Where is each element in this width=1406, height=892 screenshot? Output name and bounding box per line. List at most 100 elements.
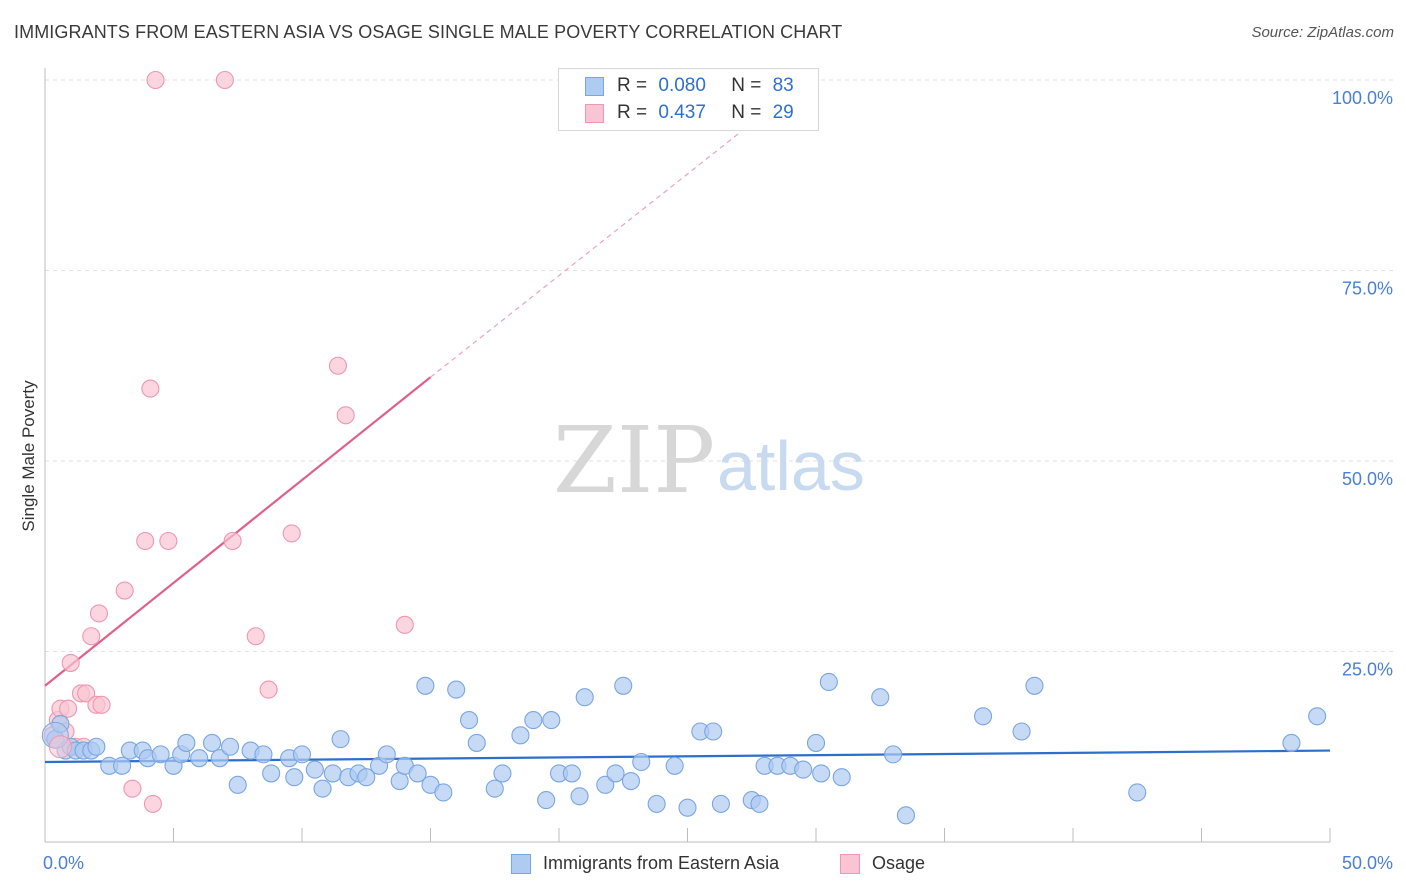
- point-eastern-asia: [570, 787, 589, 806]
- point-eastern-asia: [678, 798, 697, 817]
- point-eastern-asia: [665, 756, 684, 775]
- point-osage: [89, 604, 109, 623]
- trend-line-eastern-asia: [44, 749, 1331, 764]
- watermark-zip: ZIP: [553, 407, 715, 514]
- chart-title: IMMIGRANTS FROM EASTERN ASIA VS OSAGE SI…: [14, 22, 843, 42]
- point-eastern-asia: [1308, 707, 1327, 726]
- legend-label: Osage: [872, 853, 926, 873]
- legend-swatch-pink: [840, 854, 860, 874]
- legend-n-label: N =: [731, 75, 762, 96]
- point-eastern-asia: [542, 711, 561, 730]
- point-eastern-asia: [1012, 722, 1031, 741]
- point-eastern-asia: [794, 760, 813, 779]
- point-eastern-asia: [614, 676, 633, 695]
- point-eastern-asia: [647, 794, 666, 813]
- y-tick-labels: 100.0% 75.0% 50.0% 25.0%: [1332, 88, 1393, 680]
- point-eastern-asia: [524, 711, 543, 730]
- point-osage: [282, 524, 301, 543]
- point-eastern-asia: [812, 764, 831, 783]
- point-eastern-asia: [434, 783, 453, 802]
- point-osage: [146, 70, 165, 90]
- point-eastern-asia: [87, 737, 106, 756]
- point-eastern-asia: [575, 688, 594, 707]
- point-eastern-asia: [323, 764, 342, 783]
- point-eastern-asia: [493, 764, 512, 783]
- trend-line-osage-extension: [430, 132, 740, 378]
- point-eastern-asia: [537, 791, 556, 810]
- trend-line-osage: [44, 376, 432, 687]
- point-eastern-asia: [305, 760, 324, 779]
- point-eastern-asia: [806, 733, 826, 752]
- point-eastern-asia: [331, 730, 350, 749]
- point-eastern-asia: [832, 768, 851, 787]
- x-tick-labels: 0.0% 50.0%: [43, 853, 1393, 873]
- point-osage: [77, 684, 96, 703]
- point-eastern-asia: [390, 771, 409, 791]
- point-osage: [92, 695, 111, 714]
- legend-label: Immigrants from Eastern Asia: [543, 853, 780, 873]
- point-eastern-asia: [562, 764, 581, 783]
- point-eastern-asia: [1282, 733, 1301, 752]
- point-eastern-asia: [220, 737, 240, 756]
- x-tick-label: 0.0%: [43, 853, 84, 873]
- point-eastern-asia: [884, 745, 903, 764]
- correlation-legend: R = 0.080 N = 83 R = 0.437 N = 29: [558, 68, 819, 131]
- legend-r-value: 0.080: [658, 75, 706, 96]
- point-osage: [59, 699, 78, 718]
- point-eastern-asia: [210, 749, 229, 768]
- point-eastern-asia: [819, 672, 838, 692]
- point-eastern-asia: [1025, 676, 1044, 695]
- point-eastern-asia: [621, 771, 641, 791]
- legend-r-label: R =: [617, 75, 648, 96]
- watermark-atlas: atlas: [717, 427, 865, 505]
- point-eastern-asia: [357, 768, 376, 787]
- point-eastern-asia: [596, 775, 615, 794]
- legend-swatch-pink: [585, 104, 604, 123]
- point-eastern-asia: [871, 688, 890, 707]
- legend-n-value: 29: [772, 102, 794, 123]
- point-osage: [259, 680, 278, 699]
- legend-swatch-blue: [511, 854, 531, 874]
- x-tick-label: 50.0%: [1342, 853, 1393, 873]
- y-tick-label: 75.0%: [1342, 279, 1393, 299]
- point-eastern-asia: [459, 711, 479, 730]
- point-osage: [336, 406, 355, 425]
- point-eastern-asia: [632, 752, 651, 772]
- y-axis-label: Single Male Poverty: [19, 380, 38, 532]
- data-points: [41, 70, 1327, 825]
- point-osage: [143, 794, 162, 813]
- watermark: ZIP atlas: [553, 407, 865, 514]
- point-eastern-asia: [262, 764, 281, 783]
- legend-r-label: R =: [617, 102, 648, 123]
- point-eastern-asia: [285, 768, 304, 787]
- y-tick-label: 50.0%: [1342, 469, 1393, 489]
- point-eastern-asia: [190, 749, 209, 768]
- point-eastern-asia: [896, 806, 916, 825]
- legend-r-value: 0.437: [658, 102, 706, 123]
- point-osage: [328, 356, 348, 375]
- point-eastern-asia: [254, 745, 273, 764]
- point-eastern-asia: [113, 756, 132, 775]
- legend-swatch-blue: [585, 77, 604, 96]
- point-eastern-asia: [203, 733, 222, 752]
- source-label: Source: ZipAtlas.com: [1251, 24, 1394, 41]
- point-osage: [136, 531, 155, 551]
- point-eastern-asia: [511, 726, 530, 745]
- point-eastern-asia: [408, 764, 427, 783]
- y-tick-label: 25.0%: [1342, 660, 1393, 680]
- point-eastern-asia: [467, 733, 486, 752]
- point-eastern-asia: [1128, 783, 1147, 802]
- legend-n-label: N =: [731, 102, 762, 123]
- y-tick-label: 100.0%: [1332, 88, 1393, 108]
- point-eastern-asia: [606, 764, 625, 783]
- point-eastern-asia: [704, 722, 723, 741]
- point-osage: [159, 531, 178, 551]
- point-osage: [115, 581, 134, 600]
- point-eastern-asia: [292, 745, 312, 764]
- point-osage: [223, 531, 242, 551]
- point-eastern-asia: [416, 676, 435, 695]
- point-osage: [246, 627, 265, 646]
- point-osage: [395, 615, 414, 634]
- legend-n-value: 83: [772, 75, 794, 96]
